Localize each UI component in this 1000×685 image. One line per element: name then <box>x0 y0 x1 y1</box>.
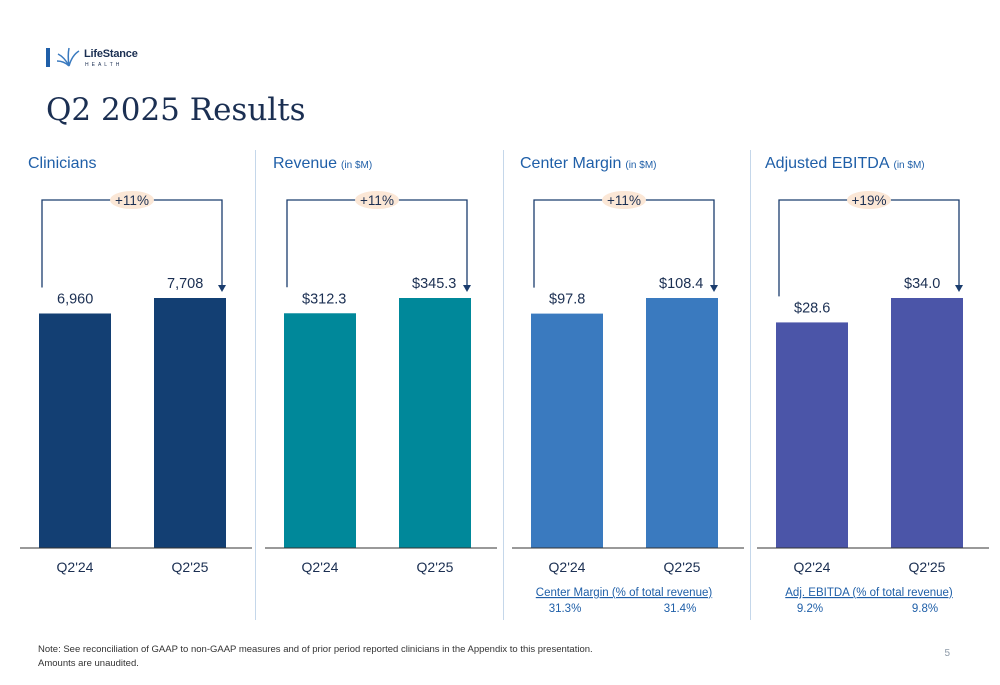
panel-divider <box>503 150 504 620</box>
margin-footnote-value: 9.2% <box>797 603 823 615</box>
growth-label: +11% <box>607 193 641 208</box>
panel-title: Clinicians <box>28 155 100 173</box>
margin-footnote-value: 31.4% <box>664 603 697 615</box>
tick-label: Q2'24 <box>302 559 339 575</box>
chart-unit: (in $M) <box>341 160 373 171</box>
center-margin-panel: Center Margin (in $M) $97.8 Q2'24 $108.4 Q2'… <box>512 150 752 620</box>
data-label: $345.3 <box>412 276 456 292</box>
page-number: 5 <box>944 648 950 659</box>
growth-highlight <box>602 191 646 209</box>
brand-name: LifeStance <box>84 48 138 60</box>
lotus-icon <box>56 47 80 67</box>
chart-unit: (in $M) <box>893 160 925 171</box>
data-label: $312.3 <box>302 291 346 307</box>
growth-highlight <box>355 191 399 209</box>
bar-1 <box>154 298 226 548</box>
data-label: $97.8 <box>549 292 585 308</box>
arrow-icon <box>463 285 471 292</box>
growth-bracket <box>533 199 715 288</box>
growth-bracket <box>41 199 223 288</box>
data-label: $34.0 <box>904 276 940 292</box>
tick-label: Q2'25 <box>909 559 946 575</box>
page-title: Q2 2025 Results <box>46 92 306 128</box>
revenue-panel: Revenue (in $M) $312.3 Q2'24 $345.3 Q2'25 +11… <box>265 150 505 620</box>
arrow-icon <box>955 285 963 292</box>
tick-label: Q2'24 <box>794 559 831 575</box>
data-label: 6,960 <box>57 291 93 307</box>
brand-logo: LifeStance HEALTH <box>46 44 156 70</box>
growth-highlight <box>110 191 154 209</box>
data-label: 7,708 <box>167 276 203 292</box>
bar-0 <box>531 313 603 548</box>
margin-footnote-title: Center Margin (% of total revenue) <box>536 587 713 599</box>
margin-footnote-value: 31.3% <box>549 603 582 615</box>
footnote-line: Note: See reconciliation of GAAP to non-… <box>38 644 593 655</box>
chart-title: Revenue <box>273 155 338 172</box>
brand-sub: HEALTH <box>85 62 123 68</box>
panel-title: Revenue (in $M) <box>273 155 372 173</box>
tick-label: Q2'25 <box>664 559 701 575</box>
data-label: $108.4 <box>659 276 703 292</box>
clinicians-chart: 6,960 Q2'24 7,708 Q2'25 +11% <box>20 191 252 575</box>
panel-title: Adjusted EBITDA (in $M) <box>765 155 925 173</box>
margin-footnote-title: Adj. EBITDA (% of total revenue) <box>785 587 953 599</box>
growth-label: +11% <box>360 193 394 208</box>
chart-title: Adjusted EBITDA <box>765 155 890 172</box>
tick-label: Q2'25 <box>172 559 209 575</box>
logo-bar <box>46 48 50 67</box>
arrow-icon <box>710 285 718 292</box>
tick-label: Q2'24 <box>549 559 586 575</box>
chart-title: Center Margin <box>520 155 622 172</box>
bar-0 <box>776 322 848 548</box>
bar-1 <box>399 298 471 548</box>
bar-1 <box>891 298 963 548</box>
margin-footnote-value: 9.8% <box>912 603 938 615</box>
chart-title: Clinicians <box>28 155 97 172</box>
bar-0 <box>284 313 356 548</box>
chart-unit: (in $M) <box>625 160 657 171</box>
arrow-icon <box>218 285 226 292</box>
adjusted-ebitda-chart: $28.6 Q2'24 $34.0 Q2'25 +19% Adj. EBITDA (% o… <box>757 191 989 615</box>
adjusted-ebitda-panel: Adjusted EBITDA (in $M) $28.6 Q2'24 $34.0 Q2… <box>757 150 997 620</box>
bar-1 <box>646 298 718 548</box>
clinicians-panel: Clinicians 6,960 Q2'24 7,708 Q2'25 +11% <box>20 150 260 620</box>
tick-label: Q2'24 <box>57 559 94 575</box>
revenue-chart: $312.3 Q2'24 $345.3 Q2'25 +11% <box>265 191 497 575</box>
growth-highlight <box>847 191 891 209</box>
growth-label: +19% <box>852 193 887 208</box>
footnote: Note: See reconciliation of GAAP to non-… <box>38 643 593 671</box>
growth-label: +11% <box>115 193 149 208</box>
footnote-line: Amounts are unaudited. <box>38 658 139 669</box>
panel-title: Center Margin (in $M) <box>520 155 657 173</box>
growth-bracket <box>286 199 468 288</box>
data-label: $28.6 <box>794 300 830 316</box>
tick-label: Q2'25 <box>417 559 454 575</box>
bar-0 <box>39 313 111 548</box>
panel-divider <box>750 150 751 620</box>
panel-divider <box>255 150 256 620</box>
center-margin-chart: $97.8 Q2'24 $108.4 Q2'25 +11% Center Margin (… <box>512 191 744 615</box>
